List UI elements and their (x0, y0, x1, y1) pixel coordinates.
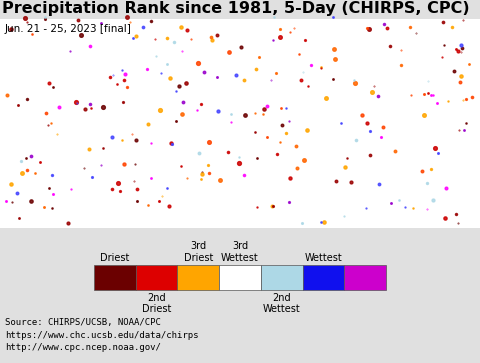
Bar (94, 265, 135, 290)
Text: Driest: Driest (100, 253, 130, 263)
Text: Precipitation Rank since 1981, 5-Day (CHIRPS, CPC): Precipitation Rank since 1981, 5-Day (CH… (2, 1, 470, 16)
Bar (261, 265, 302, 290)
Text: Wettest: Wettest (305, 253, 342, 263)
Text: 2nd
Wettest: 2nd Wettest (263, 293, 300, 314)
Bar (0, 19, 480, 228)
Text: 2nd
Driest: 2nd Driest (142, 293, 171, 314)
Text: Jun. 21 - 25, 2023 [final]: Jun. 21 - 25, 2023 [final] (5, 24, 132, 34)
Bar (219, 265, 261, 290)
Text: 3rd
Driest: 3rd Driest (183, 241, 213, 263)
Bar (177, 265, 219, 290)
Text: 3rd
Wettest: 3rd Wettest (221, 241, 259, 263)
Bar (345, 265, 386, 290)
Bar (302, 265, 344, 290)
Bar (135, 265, 177, 290)
Text: Source: CHIRPS/UCSB, NOAA/CPC
https://www.chc.ucsb.edu/data/chirps
http://www.cp: Source: CHIRPS/UCSB, NOAA/CPC https://ww… (5, 318, 198, 352)
